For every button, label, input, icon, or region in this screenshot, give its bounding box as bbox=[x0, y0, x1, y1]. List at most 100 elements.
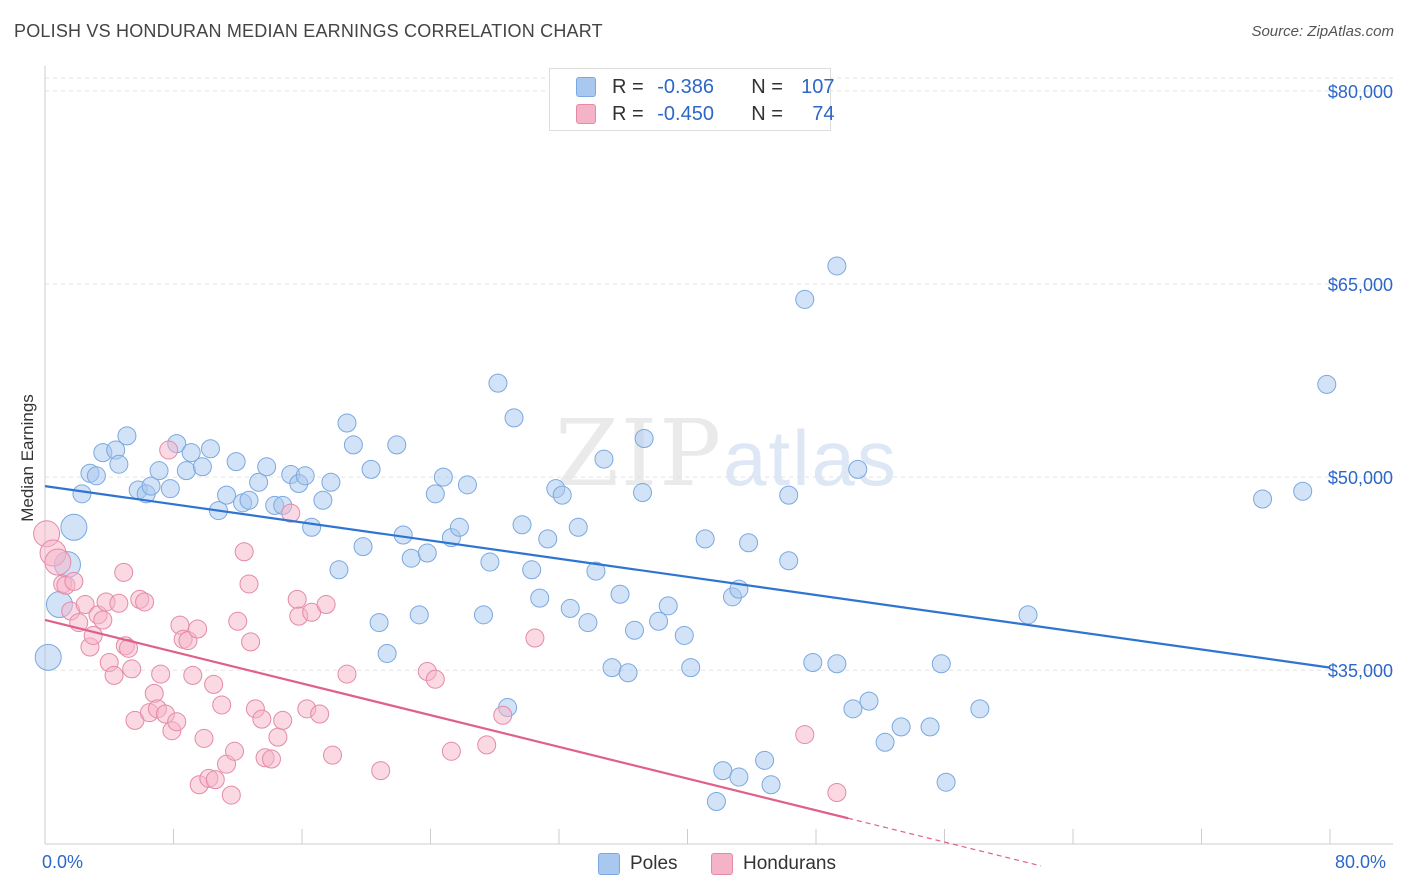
poles-point bbox=[249, 472, 269, 492]
poles-n-label: N = bbox=[751, 75, 789, 98]
poles-point bbox=[377, 643, 397, 663]
hondurans-point bbox=[287, 589, 307, 609]
poles-point bbox=[512, 515, 532, 535]
poles-point bbox=[433, 467, 453, 487]
poles-point bbox=[369, 613, 389, 633]
poles-point bbox=[633, 483, 653, 503]
hondurans-point bbox=[167, 712, 187, 732]
hondurans-point bbox=[241, 632, 261, 652]
poles-point bbox=[695, 529, 715, 549]
poles-point bbox=[859, 691, 879, 711]
poles-point bbox=[970, 699, 990, 719]
hondurans-r-label: R = bbox=[612, 102, 650, 125]
poles-point bbox=[226, 452, 246, 472]
poles-point bbox=[674, 625, 694, 645]
legend-poles-swatch bbox=[598, 853, 620, 875]
poles-point bbox=[634, 428, 654, 448]
poles-point bbox=[176, 461, 196, 481]
poles-point bbox=[480, 552, 500, 572]
hondurans-point bbox=[104, 665, 124, 685]
hondurans-point bbox=[93, 610, 113, 630]
poles-point bbox=[474, 605, 494, 625]
hondurans-point bbox=[425, 669, 445, 689]
poles-point bbox=[313, 490, 333, 510]
legend-poles-label: Poles bbox=[630, 853, 678, 874]
poles-point bbox=[779, 485, 799, 505]
poles-point bbox=[504, 408, 524, 428]
y-tick-labels: $35,000 $50,000 $65,000 $80,000 bbox=[1328, 82, 1393, 681]
poles-point bbox=[891, 717, 911, 737]
hondurans-point bbox=[252, 709, 272, 729]
legend-item-hondurans: Hondurans bbox=[711, 852, 836, 876]
hondurans-point bbox=[194, 728, 214, 748]
x-tick-label-min: 0.0% bbox=[42, 852, 84, 872]
poles-point bbox=[649, 611, 669, 631]
legend-row-poles: R = -0.386 N = 107 bbox=[576, 75, 835, 99]
hondurans-point bbox=[310, 704, 330, 724]
poles-point bbox=[1253, 489, 1273, 509]
hondurans-point bbox=[183, 665, 203, 685]
poles-trend-line bbox=[44, 485, 1331, 669]
poles-point bbox=[761, 775, 781, 795]
hondurans-point bbox=[204, 674, 224, 694]
poles-point bbox=[343, 435, 363, 455]
poles-point bbox=[141, 476, 161, 496]
hondurans-point bbox=[64, 571, 84, 591]
hondurans-point bbox=[268, 727, 288, 747]
poles-point bbox=[417, 543, 437, 563]
legend-row-hondurans: R = -0.450 N = 74 bbox=[576, 102, 835, 126]
poles-point bbox=[401, 548, 421, 568]
watermark-atlas: atlas bbox=[723, 414, 898, 502]
poles-point bbox=[449, 517, 469, 537]
chart-title: POLISH VS HONDURAN MEDIAN EARNINGS CORRE… bbox=[14, 21, 603, 41]
poles-point bbox=[1293, 481, 1313, 501]
hondurans-point bbox=[135, 592, 155, 612]
poles-point bbox=[457, 475, 477, 495]
poles-point bbox=[409, 605, 429, 625]
poles-point bbox=[329, 560, 349, 580]
poles-point bbox=[827, 654, 847, 674]
poles-swatch bbox=[576, 77, 596, 97]
hondurans-point bbox=[114, 562, 134, 582]
hondurans-point bbox=[281, 503, 301, 523]
y-tick-label: $80,000 bbox=[1328, 82, 1393, 102]
poles-point bbox=[552, 485, 572, 505]
hondurans-point bbox=[493, 705, 513, 725]
hondurans-swatch bbox=[576, 104, 596, 124]
trend-lines bbox=[44, 485, 1331, 867]
correlation-legend: R = -0.386 N = 107 R = -0.450 N = 74 bbox=[549, 68, 835, 131]
poles-n-value: 107 bbox=[801, 75, 835, 98]
hondurans-point bbox=[144, 683, 164, 703]
poles-point bbox=[931, 654, 951, 674]
y-axis-label: Median Earnings bbox=[18, 394, 37, 522]
poles-point bbox=[681, 658, 701, 678]
poles-point bbox=[488, 373, 508, 393]
hondurans-point bbox=[151, 664, 171, 684]
poles-point bbox=[610, 584, 630, 604]
poles-point bbox=[337, 413, 357, 433]
poles-point bbox=[920, 717, 940, 737]
poles-point bbox=[568, 517, 588, 537]
poles-point bbox=[321, 472, 341, 492]
hondurans-point bbox=[477, 735, 497, 755]
poles-point bbox=[86, 466, 106, 486]
poles-point bbox=[586, 561, 606, 581]
hondurans-point bbox=[44, 548, 72, 576]
poles-point bbox=[538, 529, 558, 549]
hondurans-point bbox=[827, 783, 847, 803]
y-tick-label: $65,000 bbox=[1328, 275, 1393, 295]
poles-point bbox=[149, 461, 169, 481]
hondurans-point bbox=[119, 638, 139, 658]
poles-point bbox=[779, 551, 799, 571]
poles-point bbox=[729, 767, 749, 787]
data-points bbox=[33, 256, 1337, 812]
poles-point bbox=[803, 652, 823, 672]
poles-point bbox=[34, 643, 62, 671]
x-tick-label-max: 80.0% bbox=[1335, 852, 1387, 872]
poles-point bbox=[739, 533, 759, 553]
hondurans-point bbox=[212, 695, 232, 715]
poles-point bbox=[795, 289, 815, 309]
hondurans-r-value: -0.450 bbox=[657, 102, 714, 125]
poles-point bbox=[755, 750, 775, 770]
hondurans-point bbox=[316, 595, 336, 615]
